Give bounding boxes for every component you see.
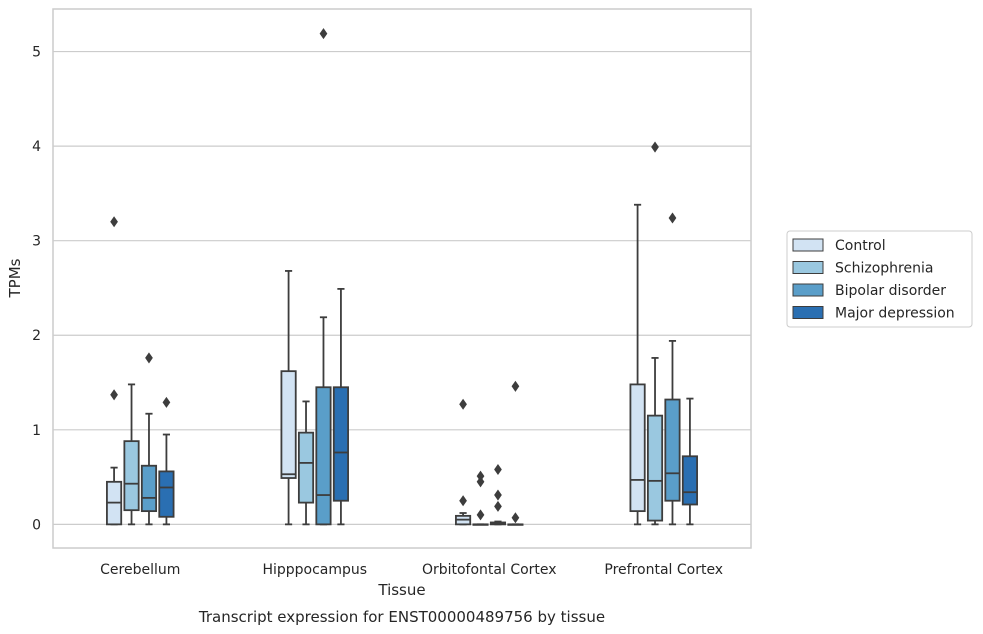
box-plot-box (472, 470, 489, 526)
outlier-point (459, 398, 467, 410)
outlier-point (476, 509, 485, 521)
box-iqr (140, 464, 158, 513)
x-tick-label: Cerebellum (100, 562, 180, 578)
outlier-point (319, 28, 328, 40)
y-axis-label: TPMs (6, 258, 24, 298)
y-tick-label: 1 (32, 423, 41, 439)
outlier-point (476, 476, 485, 488)
outlier-point (110, 389, 118, 401)
box-plot-box (158, 396, 175, 526)
chart-caption: Transcript expression for ENST0000048975… (198, 608, 605, 626)
legend-label: Control (835, 238, 886, 254)
box-plot-box (629, 203, 646, 526)
box-iqr (629, 383, 646, 513)
y-tick-label: 0 (32, 517, 41, 533)
x-tick-label: Orbitofontal Cortex (422, 562, 557, 578)
box-plot-box (315, 28, 332, 526)
box-plot-box (123, 383, 140, 526)
outlier-point (476, 470, 485, 482)
box-plot-box (664, 212, 681, 526)
box-plot-box (106, 216, 123, 526)
box-plot-box (507, 380, 524, 526)
box-plot-box (297, 400, 315, 526)
legend-swatch (792, 306, 824, 319)
box-iqr (123, 440, 140, 512)
legend-label: Schizophrenia (835, 261, 933, 277)
x-tick-label: Prefrontal Cortex (604, 562, 723, 578)
box-plot-box (332, 288, 349, 526)
box-plot-box (681, 397, 698, 526)
box-iqr (297, 431, 315, 504)
legend-swatch (792, 238, 824, 252)
outlier-point (459, 495, 467, 507)
legend-label: Bipolar disorder (835, 283, 946, 299)
box-iqr (158, 470, 175, 518)
outlier-point (651, 141, 659, 153)
box-plot-box (489, 463, 507, 526)
legend: Control Schizophrenia Bipolar disorder Majo… (786, 230, 973, 328)
plot-background (53, 9, 751, 548)
box-iqr (681, 455, 698, 506)
plot-frame (52, 8, 752, 549)
legend-frame (786, 230, 973, 328)
box-plot-box (280, 270, 297, 526)
box-plot-box (455, 398, 472, 526)
box-iqr (646, 414, 664, 522)
box-plot-box (140, 352, 158, 526)
outlier-point (110, 216, 118, 228)
x-tick-label: Hipppocampus (262, 562, 367, 578)
legend-swatch (792, 283, 824, 297)
y-tick-label: 2 (32, 328, 41, 344)
outlier-point (145, 352, 153, 364)
legend-swatch (792, 261, 824, 274)
outlier-point (511, 512, 520, 524)
y-tick-label: 5 (32, 45, 41, 61)
legend-label: Major depression (835, 306, 955, 322)
outlier-point (162, 396, 171, 408)
x-axis-label: Tissue (377, 581, 425, 599)
outlier-point (494, 489, 502, 501)
y-tick-label: 4 (32, 139, 41, 155)
box-iqr (280, 370, 297, 479)
outlier-point (511, 380, 520, 392)
outlier-point (494, 500, 502, 512)
box-iqr (332, 386, 349, 502)
box-plot-box (646, 141, 664, 526)
box-iqr (315, 386, 332, 526)
plot-area: 0 1 2 3 4 5 Cerebellum Hipppocampus Orbitofontal… (32, 8, 752, 578)
y-tick-label: 3 (32, 234, 41, 250)
outlier-point (494, 463, 502, 476)
outlier-point (668, 212, 677, 224)
box-iqr (664, 398, 681, 502)
